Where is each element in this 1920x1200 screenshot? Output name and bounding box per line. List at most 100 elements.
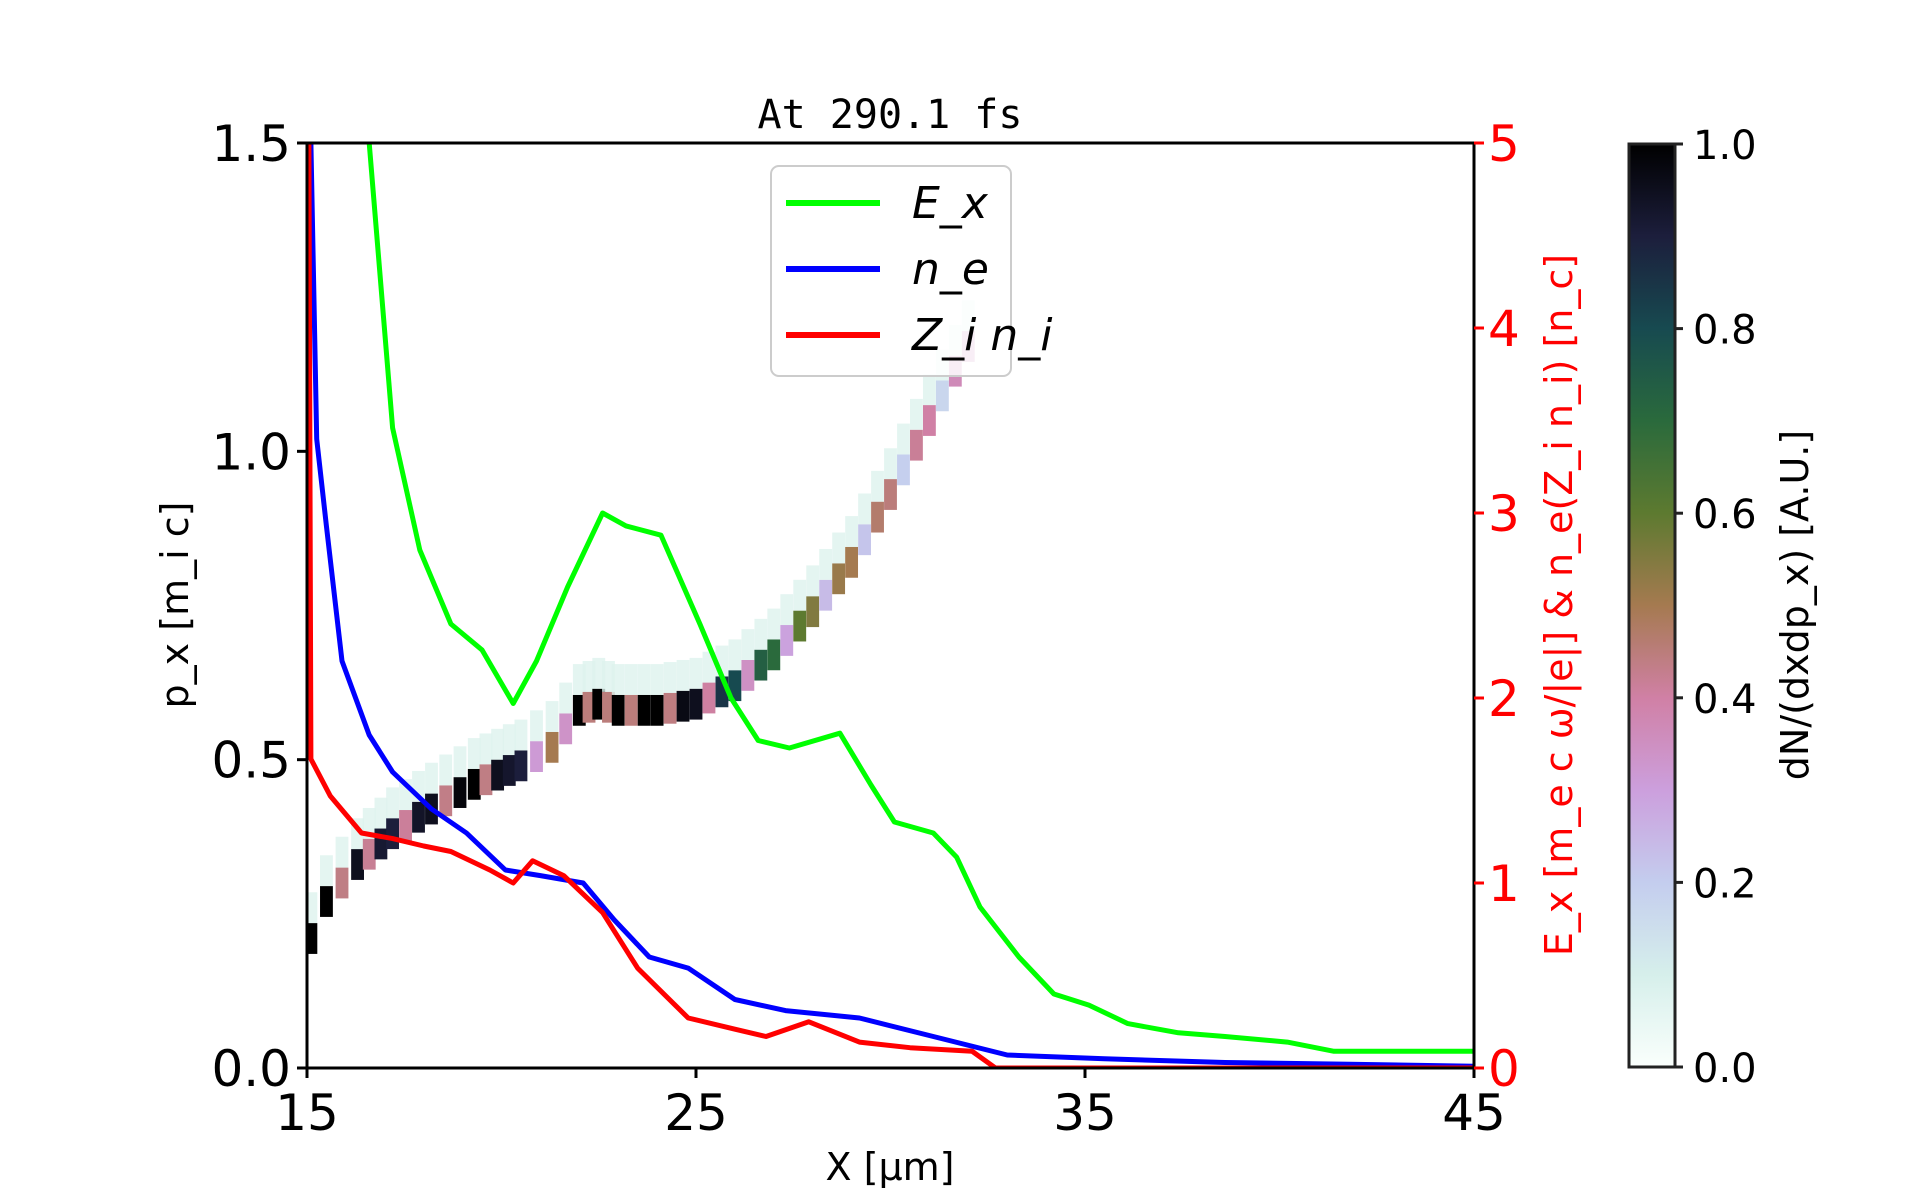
phase-space-cell xyxy=(467,768,481,800)
phase-space-cell xyxy=(453,777,467,808)
legend-label-ne: n_e xyxy=(912,244,989,295)
phase-space-halo-cell xyxy=(602,661,615,692)
phase-space-cell xyxy=(650,694,664,726)
y-left-tick-label: 0.0 xyxy=(211,1040,291,1098)
phase-space-halo-cell xyxy=(767,608,781,640)
phase-space-cell xyxy=(702,682,716,714)
y-left-tick-label: 0.5 xyxy=(211,732,291,790)
phase-space-halo-cell xyxy=(491,728,505,760)
phase-space-halo-cell xyxy=(650,664,664,695)
legend-label-ex: E_x xyxy=(912,178,989,229)
phase-space-halo-cell xyxy=(545,701,559,732)
phase-space-halo-cell xyxy=(897,423,910,455)
phase-space-halo-cell xyxy=(793,579,807,611)
phase-space-halo-cell xyxy=(663,662,677,693)
phase-space-cell xyxy=(897,454,910,486)
phase-space-halo-cell xyxy=(689,657,703,689)
phase-space-cell xyxy=(611,694,625,726)
colorbar-tick-label: 0.8 xyxy=(1693,308,1757,354)
phase-space-cell xyxy=(910,429,923,461)
legend-label-zini: Z_i n_i xyxy=(911,310,1053,361)
phase-space-cell xyxy=(793,610,807,642)
phase-space-halo-cell xyxy=(871,470,884,502)
phase-space-halo-cell xyxy=(502,724,516,756)
phase-space-cell xyxy=(832,563,846,595)
y-axis-label-right: E_x [m_e c ω/|e|] & n_e(Z_i n_i) [n_c] xyxy=(1537,254,1582,956)
phase-space-cell xyxy=(514,750,528,782)
y-axis-label-left: p_x [m_i c] xyxy=(153,502,197,709)
series-line-ex xyxy=(366,143,1474,1054)
plot-frame xyxy=(305,141,1476,1070)
phase-space-cell xyxy=(663,692,677,724)
phase-space-halo-cell xyxy=(439,754,453,786)
phase-space-halo-cell xyxy=(320,855,333,887)
phase-space-halo-cell xyxy=(582,661,596,692)
phase-space-cell xyxy=(530,741,543,772)
phase-space-cell xyxy=(845,546,859,578)
colorbar-label: dN/(dxdp_x) [A.U.] xyxy=(1773,430,1817,780)
phase-space-halo-cell xyxy=(335,836,349,868)
phase-space-halo-cell xyxy=(858,493,871,525)
colorbar-tick-label: 0.6 xyxy=(1693,492,1757,538)
phase-space-cell xyxy=(307,923,318,954)
phase-space-cell xyxy=(592,688,606,720)
phase-space-halo-cell xyxy=(479,733,493,765)
phase-space-cell xyxy=(754,649,768,681)
phase-space-halo-cell xyxy=(624,664,638,695)
colorbar-tick-label: 0.4 xyxy=(1693,677,1757,723)
series-line-ne xyxy=(308,143,1474,1068)
phase-space-cell xyxy=(479,764,493,796)
phase-space-halo-cell xyxy=(832,532,846,564)
x-axis-label: X [μm] xyxy=(826,1145,955,1189)
phase-space-cell xyxy=(676,690,690,722)
phase-space-cell xyxy=(884,479,897,510)
phase-space-halo-cell xyxy=(362,807,376,839)
colorbar-tick-label: 0.2 xyxy=(1693,861,1757,907)
x-tick-label: 15 xyxy=(275,1084,339,1142)
series-lines xyxy=(307,143,1474,1068)
phase-space-halo-cell xyxy=(467,738,481,769)
y-right-tick-label: 4 xyxy=(1488,300,1520,358)
y-right-tick-label: 5 xyxy=(1488,115,1520,173)
y-right-tick-label: 0 xyxy=(1488,1040,1520,1098)
phase-space-cell xyxy=(637,694,651,726)
phase-space-heatmap xyxy=(307,300,975,954)
phase-space-halo-cell xyxy=(910,398,923,430)
phase-space-halo-cell xyxy=(845,516,859,547)
phase-space-cell xyxy=(491,759,505,791)
phase-space-cell xyxy=(689,688,703,720)
colorbar: 0.0 0.2 0.4 0.6 0.8 1.0 dN/(dxdp_x) [A.U.] xyxy=(1627,123,1817,1092)
phase-space-cell xyxy=(320,886,333,917)
phase-space-cell xyxy=(572,694,586,726)
phase-space-cell xyxy=(399,810,412,841)
phase-space-cell xyxy=(582,691,596,723)
phase-space-halo-cell xyxy=(819,548,833,580)
phase-space-halo-cell xyxy=(514,719,528,751)
phase-space-cell xyxy=(412,801,425,833)
legend-box xyxy=(770,165,1012,377)
x-tick-label: 35 xyxy=(1053,1084,1117,1142)
phase-space-halo-cell xyxy=(637,664,651,695)
colorbar-ticks: 0.0 0.2 0.4 0.6 0.8 1.0 xyxy=(1675,123,1757,1092)
phase-space-cell xyxy=(871,501,884,533)
phase-space-halo-cell xyxy=(307,892,318,924)
phase-space-halo-cell xyxy=(884,448,897,480)
phase-space-halo-cell xyxy=(559,682,573,714)
phase-space-cell xyxy=(819,579,833,611)
phase-space-halo-cell xyxy=(780,594,794,626)
phase-space-halo-cell xyxy=(741,629,755,660)
colorbar-gradient xyxy=(1627,142,1677,1069)
phase-space-halo-cell xyxy=(728,639,742,671)
phase-space-halo-cell xyxy=(806,565,820,597)
phase-space-cell xyxy=(935,380,949,412)
legend: E_x n_e Z_i n_i xyxy=(770,165,1053,377)
colorbar-tick-label: 0.0 xyxy=(1693,1046,1757,1092)
phase-space-cell xyxy=(922,405,936,436)
phase-space-cell xyxy=(780,625,794,656)
phase-space-cell xyxy=(806,596,820,628)
colorbar-tick-label: 1.0 xyxy=(1693,123,1757,169)
phase-space-cell xyxy=(858,524,871,556)
phase-space-cell xyxy=(502,755,516,786)
